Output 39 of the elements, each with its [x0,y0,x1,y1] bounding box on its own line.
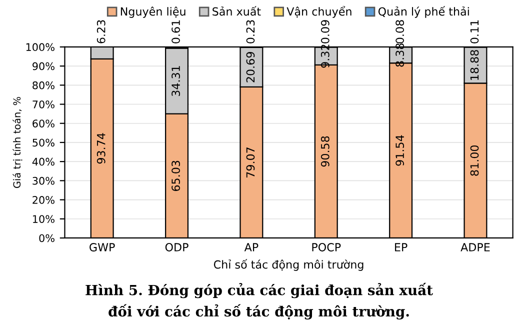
legend-label: Quản lý phế thải [378,6,469,18]
data-label: 0.09 [320,20,330,44]
y-tick-label: 100% [26,43,54,52]
data-label: 81.00 [470,145,479,176]
data-label: 0.23 [246,20,255,44]
data-label: 0.11 [470,20,479,44]
data-label: 20.69 [246,52,255,82]
y-tick-label: 80% [32,81,54,90]
data-label: 34.31 [172,66,180,96]
y-tick-label: 60% [32,120,54,128]
legend-label: Nguyên liệu [120,6,186,18]
data-label: 18.88 [470,50,479,80]
x-tick-label: EP [395,243,408,252]
y-tick-label: 50% [32,138,54,147]
x-tick-label: ODP [165,243,188,252]
y-tick-label: 40% [32,158,54,166]
y-tick-label: 30% [32,176,54,185]
data-label: 93.74 [96,133,106,164]
data-label: 91.54 [396,135,404,166]
x-tick-label: ADPE [460,243,490,252]
y-tick-label: 10% [33,215,54,223]
x-tick-label: GWP [90,243,115,252]
y-axis-title: Giá trị tính toán, % [12,96,22,188]
x-tick-label: POCP [312,243,341,252]
data-label: 90.58 [320,136,330,167]
x-tick-label: AP [244,243,258,252]
data-label: 6.23 [96,20,106,44]
text: Hình 5. Đóng góp của các giai đoạn sản xuất đối với các chỉ số tác động môi trường. [86,282,433,320]
data-label: 0.08 [396,20,404,44]
y-tick-label: 90% [32,62,54,70]
legend-label: Sản xuất [212,6,261,16]
y-tick-label: 0% [39,234,54,242]
legend-label: Vận chuyển [286,6,352,18]
y-tick-label: 70% [32,100,54,108]
data-label: 65.03 [172,160,180,191]
y-tick-label: 20% [32,196,54,204]
x-axis-title: Chỉ số tác động môi trường [214,259,364,271]
data-label: 79.07 [246,148,255,178]
data-label: 0.61 [172,20,180,44]
